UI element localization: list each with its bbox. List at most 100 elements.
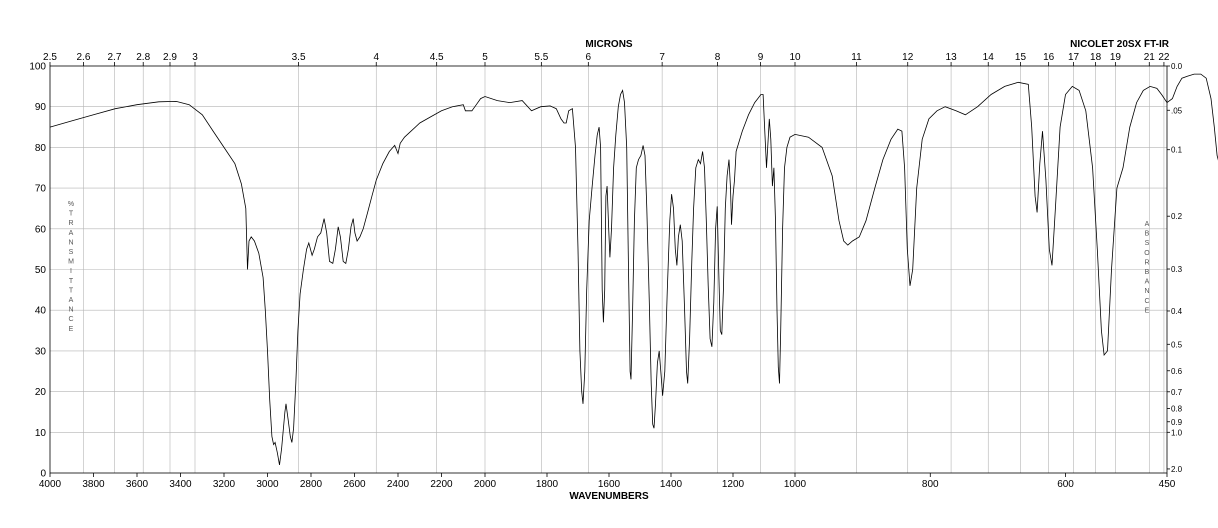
- transmittance-letter: A: [69, 230, 74, 237]
- micron-tick-label: 17: [1068, 52, 1080, 63]
- y-tick-label: 50: [35, 265, 47, 276]
- absorbance-tick-label: 0.4: [1171, 307, 1183, 316]
- x-tick-label: 1400: [660, 479, 683, 490]
- absorbance-tick-label: .05: [1171, 106, 1183, 115]
- transmittance-axis: 0 10 20 30 40 50 60 70 80 90 100: [29, 62, 46, 480]
- absorbance-letter: B: [1145, 269, 1150, 276]
- y-tick-label: 70: [35, 184, 47, 195]
- x-tick-label: 2400: [387, 479, 410, 490]
- absorbance-letter: A: [1145, 279, 1150, 286]
- micron-tick-label: 19: [1110, 52, 1122, 63]
- y-tick-label: 90: [35, 102, 47, 113]
- absorbance-letter: C: [1144, 298, 1149, 305]
- micron-tick-label: 2.9: [163, 52, 177, 63]
- y-tick-label: 100: [29, 62, 46, 73]
- absorbance-tick-label: 0.6: [1171, 367, 1183, 376]
- transmittance-letter: T: [69, 278, 74, 285]
- micron-tick-label: 12: [902, 52, 914, 63]
- x-tick-label: 3200: [213, 479, 236, 490]
- x-tick-label: 600: [1057, 479, 1074, 490]
- series-line: [49, 73, 1218, 465]
- y-tick-label: 60: [35, 224, 47, 235]
- micron-tick-label: 7: [659, 52, 665, 63]
- y-tick-label: 10: [35, 428, 47, 439]
- micron-tick-label: 10: [789, 52, 801, 63]
- absorbance-letter: N: [1144, 288, 1149, 295]
- grid-lines: [50, 66, 1167, 473]
- absorbance-tick-label: 0.7: [1171, 388, 1183, 397]
- transmittance-letter: E: [69, 326, 74, 333]
- plot-frame: [49, 65, 1168, 474]
- micron-tick-label: 2.7: [107, 52, 121, 63]
- absorbance-tick-label: 1.0: [1171, 428, 1183, 437]
- x-tick-label: 2800: [300, 479, 323, 490]
- absorbance-tick-label: 0.5: [1171, 340, 1183, 349]
- micron-tick-label: 2.8: [136, 52, 150, 63]
- x-tick-label: 3800: [82, 479, 105, 490]
- micron-tick-label: 4.5: [430, 52, 444, 63]
- y-tick-label: 40: [35, 306, 47, 317]
- micron-tick-label: 11: [851, 52, 862, 63]
- transmittance-letter: %: [68, 201, 74, 208]
- micron-tick-label: 2.5: [43, 52, 57, 63]
- x-tick-label: 3000: [256, 479, 279, 490]
- absorbance-letter: B: [1145, 231, 1150, 238]
- x-tick-label: 2600: [343, 479, 366, 490]
- x-tick-label: 1600: [598, 479, 621, 490]
- absorbance-tick-label: 2.0: [1171, 465, 1183, 474]
- x-tick-label: 1800: [536, 479, 559, 490]
- transmittance-letter: N: [68, 239, 73, 246]
- absorbance-tick-label: 0.1: [1171, 146, 1183, 155]
- absorbance-letter: A: [1145, 221, 1150, 228]
- micron-tick-label: 6: [586, 52, 592, 63]
- transmittance-letter: T: [69, 211, 74, 218]
- micron-tick-label: 13: [946, 52, 958, 63]
- transmittance-letter: C: [68, 316, 73, 323]
- transmittance-letter: N: [68, 307, 73, 314]
- x-tick-label: 3600: [126, 479, 149, 490]
- x-tick-label: 800: [922, 479, 939, 490]
- micron-tick-label: 8: [715, 52, 721, 63]
- transmittance-letter: S: [69, 249, 74, 256]
- x-tick-label: 1200: [722, 479, 745, 490]
- absorbance-tick-label: 0.3: [1171, 265, 1183, 274]
- absorbance-tick-label: 0.9: [1171, 418, 1183, 427]
- x-tick-label: 4000: [39, 479, 62, 490]
- transmittance-letter: M: [68, 259, 74, 266]
- absorbance-letter: O: [1144, 250, 1150, 257]
- y-tick-label: 80: [35, 143, 47, 154]
- absorbance-tick-label: 0.2: [1171, 212, 1183, 221]
- absorbance-letter: R: [1144, 259, 1149, 266]
- x-axis-title: WAVENUMBERS: [569, 491, 649, 502]
- micron-tick-label: 5: [482, 52, 488, 63]
- transmittance-letter: A: [69, 297, 74, 304]
- wavenumber-axis: 4000 3800 3600 3400 3200 3000 2800 2600 2400 2200…: [39, 473, 1176, 490]
- micron-tick-label: 14: [983, 52, 995, 63]
- micron-tick-label: 2.6: [77, 52, 91, 63]
- micron-tick-label: 15: [1015, 52, 1027, 63]
- x-tick-label: 1000: [784, 479, 807, 490]
- transmittance-letter: I: [70, 268, 72, 275]
- y-tick-label: 20: [35, 387, 47, 398]
- micron-tick-label: 3.5: [292, 52, 306, 63]
- y-tick-label: 0: [40, 469, 46, 480]
- micron-tick-label: 9: [758, 52, 764, 63]
- micron-tick-label: 3: [192, 52, 198, 63]
- micron-tick-label: 4: [373, 52, 379, 63]
- x-tick-label: 450: [1159, 479, 1176, 490]
- instrument-label: NICOLET 20SX FT-IR: [1070, 39, 1170, 50]
- absorbance-tick-label: 0.0: [1171, 62, 1183, 71]
- micron-axis-title: MICRONS: [585, 39, 633, 50]
- x-tick-label: 3400: [169, 479, 192, 490]
- micron-tick-label: 16: [1043, 52, 1055, 63]
- absorbance-letter: S: [1145, 240, 1150, 247]
- absorbance-letter: E: [1145, 307, 1150, 314]
- x-tick-label: 2000: [474, 479, 497, 490]
- absorbance-axis: 0.0 .05 0.1 0.2 0.3 0.4 0.5 0.6 0.7 0.8 0.91.0 2.0: [1167, 62, 1183, 474]
- micron-tick-label: 18: [1090, 52, 1102, 63]
- micron-tick-label: 21: [1144, 52, 1156, 63]
- micron-tick-label: 5.5: [534, 52, 548, 63]
